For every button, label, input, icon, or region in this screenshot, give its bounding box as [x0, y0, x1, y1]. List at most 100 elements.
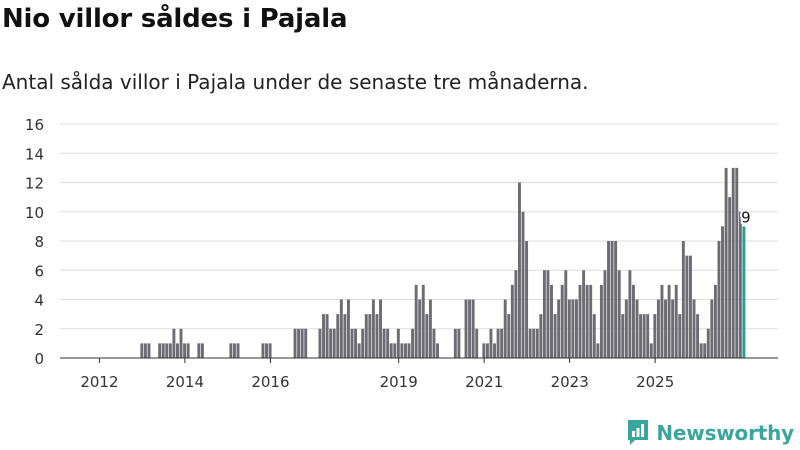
bar	[656, 299, 660, 358]
bar	[575, 299, 578, 358]
bar	[464, 299, 468, 358]
bar	[364, 314, 368, 359]
bar	[706, 328, 710, 358]
bar	[642, 314, 646, 359]
bar-chart: 0 2 4 6 8 10 12 14 16 2012 2014 2016 2019 2021 2023 202…	[25, 116, 778, 391]
bar	[268, 343, 272, 359]
bar	[386, 328, 390, 358]
bar	[421, 284, 425, 359]
bar	[475, 328, 479, 358]
bar	[300, 328, 304, 358]
bar	[371, 299, 375, 358]
y-tick-label: 8	[34, 233, 44, 251]
bar	[200, 343, 204, 359]
bar	[236, 343, 240, 359]
y-tick-label: 6	[34, 262, 44, 280]
bar	[599, 284, 603, 359]
bar	[179, 328, 183, 358]
bar	[518, 182, 521, 358]
bar	[614, 241, 618, 358]
bar	[664, 299, 667, 358]
bar	[639, 314, 643, 359]
bar	[143, 343, 147, 359]
bar	[140, 343, 144, 359]
bar	[233, 343, 236, 359]
bar	[703, 343, 707, 359]
bar	[493, 343, 496, 359]
bar	[525, 241, 529, 358]
bar	[717, 241, 721, 358]
bar	[596, 343, 600, 359]
bar	[379, 299, 382, 358]
brand-name: Newsworthy	[656, 421, 794, 445]
bar	[329, 328, 333, 358]
y-tick-label: 12	[25, 175, 44, 193]
bar	[539, 314, 543, 359]
bar	[172, 328, 176, 358]
bar	[603, 270, 607, 358]
bar	[542, 270, 546, 358]
bar	[332, 328, 336, 358]
bar	[564, 270, 568, 358]
bar	[357, 343, 361, 359]
bar	[297, 328, 301, 358]
bar	[649, 343, 653, 359]
bar	[607, 241, 610, 358]
page-title: Nio villor såldes i Pajala	[2, 4, 348, 34]
bar	[293, 328, 297, 358]
bar	[685, 255, 689, 359]
bar	[418, 299, 422, 358]
x-tick-label: 2021	[465, 373, 503, 391]
bar	[681, 241, 685, 358]
y-tick-label: 0	[34, 350, 44, 368]
bar	[304, 328, 308, 358]
bar	[503, 299, 507, 358]
bar	[571, 299, 575, 358]
bar	[710, 299, 714, 358]
bar	[557, 299, 561, 358]
x-tick-label: 2025	[636, 373, 674, 391]
bar	[339, 299, 343, 358]
bar	[624, 299, 628, 358]
bar	[428, 299, 432, 358]
bar	[389, 343, 393, 359]
bar	[635, 299, 639, 358]
bar	[471, 299, 475, 358]
bar	[322, 314, 325, 359]
newsworthy-logo-icon	[628, 420, 649, 445]
bar	[404, 343, 407, 359]
bar	[507, 314, 511, 359]
x-tick-label: 2014	[166, 373, 204, 391]
bar	[532, 328, 536, 358]
bar	[528, 328, 532, 358]
bar	[546, 270, 550, 358]
brand-logo: Newsworthy	[626, 419, 794, 447]
bar	[354, 328, 358, 358]
bar	[375, 314, 379, 359]
y-tick-label: 4	[34, 292, 44, 310]
bar	[731, 167, 735, 359]
bar	[589, 284, 593, 359]
bar	[393, 343, 397, 359]
bar	[699, 343, 703, 359]
bar	[325, 314, 329, 359]
bar	[361, 328, 365, 358]
bar	[660, 284, 664, 359]
bar	[521, 211, 525, 358]
x-tick-label: 2012	[80, 373, 118, 391]
bar	[407, 343, 411, 359]
bar	[560, 284, 564, 359]
bar	[713, 284, 717, 359]
bar	[425, 314, 429, 359]
bar	[514, 270, 518, 358]
bar	[432, 328, 436, 358]
bar	[692, 299, 696, 358]
bar	[457, 328, 461, 358]
x-tick-label: 2023	[551, 373, 589, 391]
bar	[628, 270, 632, 358]
bar	[582, 270, 586, 358]
highlight-bar	[742, 226, 746, 359]
bar	[265, 343, 268, 359]
x-tick-label: 2019	[380, 373, 418, 391]
chart-subtitle: Antal sålda villor i Pajala under de sen…	[2, 70, 589, 94]
